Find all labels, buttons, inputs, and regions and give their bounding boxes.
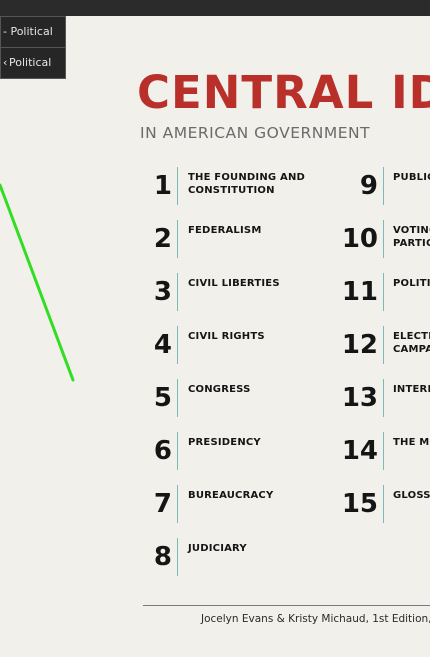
chapter-number: 4 xyxy=(153,330,172,360)
chapter-number: 7 xyxy=(153,489,172,519)
page-title: CENTRAL ID xyxy=(137,66,430,119)
chapter-number: 5 xyxy=(153,383,172,413)
chapter-divider xyxy=(177,485,178,523)
chapter-title: ELECTI CAMPA xyxy=(393,331,430,355)
chapter-divider xyxy=(177,379,178,417)
chapter-number: 1 xyxy=(153,171,172,201)
chapter-number: 9 xyxy=(359,171,378,201)
chapter-divider xyxy=(177,167,178,205)
chapter-number: 6 xyxy=(153,436,172,466)
chapter-divider xyxy=(383,167,384,205)
chapter-divider xyxy=(383,485,384,523)
menu-item-political-2[interactable]: ‹ Political xyxy=(1,47,65,78)
chapter-title: POLITI xyxy=(393,278,430,289)
chapter-divider xyxy=(177,538,178,576)
chapter-title: BUREAUCRACY xyxy=(188,490,274,501)
chapter-divider xyxy=(383,432,384,470)
chapter-divider xyxy=(383,379,384,417)
chapter-number: 12 xyxy=(341,330,378,360)
chapter-title: INTERE xyxy=(393,384,430,395)
chapter-number: 8 xyxy=(153,542,172,572)
chapter-number: 14 xyxy=(341,436,378,466)
chapter-title: GLOSS. xyxy=(393,490,430,501)
footer-divider xyxy=(143,605,430,606)
footer-credit: Jocelyn Evans & Kristy Michaud, 1st Edit… xyxy=(201,613,430,625)
chapter-title: JUDICIARY xyxy=(188,543,247,554)
chapter-divider xyxy=(177,273,178,311)
chapter-title: CONGRESS xyxy=(188,384,251,395)
chapter-divider xyxy=(177,220,178,258)
chapter-divider xyxy=(383,273,384,311)
chapter-number: 13 xyxy=(341,383,378,413)
chapter-number: 10 xyxy=(341,224,378,254)
chapter-number: 2 xyxy=(153,224,172,254)
submenu-arrow-icon: ‹ xyxy=(3,56,8,69)
chapter-divider xyxy=(177,432,178,470)
chapter-title: PRESIDENCY xyxy=(188,437,261,448)
chapter-title: FEDERALISM xyxy=(188,225,262,236)
chapter-number: 15 xyxy=(341,489,378,519)
menu-item-political-1[interactable]: - Political xyxy=(3,25,53,38)
chapter-title: PUBLIC xyxy=(393,172,430,183)
chapter-divider xyxy=(383,220,384,258)
chapter-title: THE FOUNDING AND CONSTITUTION xyxy=(188,172,306,196)
green-pointer-line xyxy=(0,183,75,382)
chapter-divider xyxy=(177,326,178,364)
page-subtitle: IN AMERICAN GOVERNMENT xyxy=(140,124,371,142)
chapter-number: 11 xyxy=(341,277,378,307)
chapter-number: 3 xyxy=(153,277,172,307)
chapter-title: CIVIL RIGHTS xyxy=(188,331,265,342)
chapter-title: VOTING PARTIC xyxy=(393,225,430,249)
chapter-title: THE MI xyxy=(393,437,430,448)
window-top-bar xyxy=(0,0,430,16)
chapter-divider xyxy=(383,326,384,364)
chapter-title: CIVIL LIBERTIES xyxy=(188,278,280,289)
dropdown-menu: - Political ‹ Political xyxy=(0,16,66,79)
